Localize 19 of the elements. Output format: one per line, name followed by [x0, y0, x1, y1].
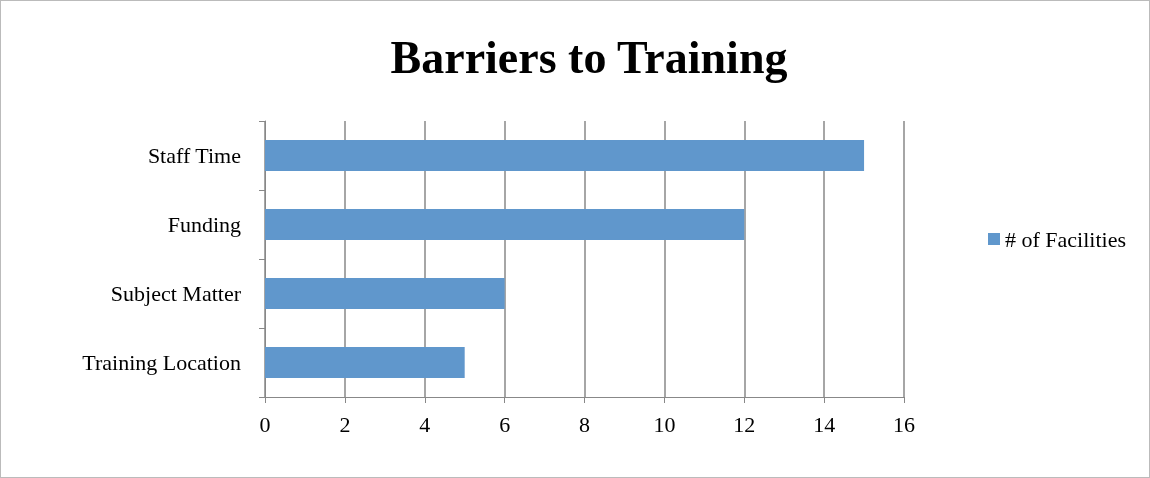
chart-title: Barriers to Training [390, 31, 788, 83]
x-tick-label: 0 [259, 411, 271, 437]
x-tick-label: 6 [499, 411, 511, 437]
bar [265, 208, 745, 241]
y-tick-label: Training Location [82, 350, 241, 375]
x-tick-label: 16 [893, 411, 915, 437]
x-tick-label: 2 [339, 411, 351, 437]
legend-label: # of Facilities [1005, 226, 1127, 252]
x-tick-label: 8 [579, 411, 590, 437]
x-tick-label: 14 [813, 411, 836, 437]
y-tick-label: Funding [167, 212, 241, 237]
x-tick-label: 10 [653, 411, 676, 437]
bar [265, 346, 465, 379]
y-tick-label: Subject Matter [110, 281, 242, 306]
bar [265, 139, 865, 172]
x-tick-label: 12 [733, 411, 756, 437]
y-tick-label: Staff Time [147, 143, 241, 168]
bar [265, 277, 505, 310]
x-tick-label: 4 [419, 411, 431, 437]
